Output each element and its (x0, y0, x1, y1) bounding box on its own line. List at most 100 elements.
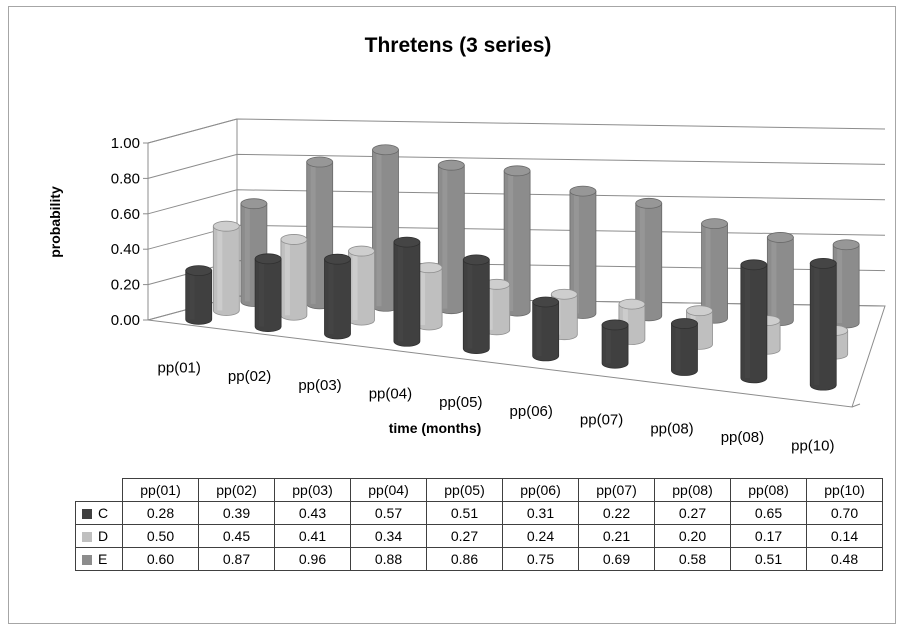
table-cell: 0.96 (274, 547, 351, 571)
table-cell: 0.51 (426, 501, 503, 525)
table-row: D 0.50 0.45 0.41 0.34 0.27 0.24 0.21 0.20 0.17 0.1… (75, 524, 883, 548)
y-tick-label: 0.60 (111, 206, 140, 223)
bar-e-6 (569, 185, 597, 319)
x-axis-label: time (months) (389, 420, 482, 436)
table-cell: 0.17 (730, 524, 807, 548)
table-cell: 0.70 (806, 501, 883, 525)
legend-label: D (98, 528, 109, 544)
chart-svg: Thretens (3 series) 0.00 0.20 0.40 0.60 0.80… (47, 34, 886, 455)
table-header-cell: pp(10) (806, 478, 883, 502)
bar-d-3 (348, 245, 375, 326)
data-table-body: pp(01) pp(02) pp(03) pp(04) pp(05) pp(06) pp(0… (75, 478, 883, 571)
table-cell: 0.20 (654, 524, 731, 548)
gridline (147, 189, 886, 215)
table-corner (75, 478, 123, 502)
table-cell: 0.65 (730, 501, 807, 525)
bar-d-5 (483, 278, 511, 336)
bar-c-7 (601, 319, 629, 369)
legend-swatch (82, 555, 92, 566)
table-cell: 0.31 (502, 501, 579, 525)
table-header-cell: pp(06) (502, 478, 579, 502)
table-cell: 0.24 (502, 524, 579, 548)
bar-c-4 (393, 236, 421, 347)
table-cell: 0.57 (350, 501, 427, 525)
table-cell: 0.41 (274, 524, 351, 548)
table-row: pp(01) pp(02) pp(03) pp(04) pp(05) pp(06) pp(0… (75, 478, 883, 502)
table-row-header: C (75, 501, 123, 525)
data-table: pp(01) pp(02) pp(03) pp(04) pp(05) pp(06) pp(0… (75, 478, 883, 571)
table-cell: 0.48 (806, 547, 883, 571)
table-header-cell: pp(02) (198, 478, 275, 502)
table-cell: 0.28 (122, 501, 199, 525)
table-header-cell: pp(08) (654, 478, 731, 502)
bar-c-5 (462, 254, 490, 354)
x-category-label: pp(02) (228, 368, 271, 385)
legend-label: C (98, 505, 109, 521)
bar-c-3 (324, 253, 351, 340)
table-row-header: E (75, 547, 123, 571)
y-tick-label: 0.00 (111, 312, 140, 329)
chart-bars (185, 144, 860, 391)
bar-e-7 (635, 197, 663, 322)
y-tick-label: 1.00 (111, 135, 140, 152)
y-tick-label: 0.20 (111, 277, 140, 294)
table-cell: 0.14 (806, 524, 883, 548)
table-row-header: D (75, 524, 123, 548)
gridline (147, 153, 886, 179)
table-cell: 0.86 (426, 547, 503, 571)
bar-c-10 (809, 258, 837, 391)
legend-label: E (98, 551, 108, 567)
table-cell: 0.21 (578, 524, 655, 548)
bar-d-1 (212, 220, 240, 316)
legend-swatch (82, 532, 92, 543)
bar-c-2 (254, 253, 282, 333)
table-cell: 0.75 (502, 547, 579, 571)
y-tick-label: 0.80 (111, 170, 140, 187)
bar-c-8 (671, 318, 698, 376)
table-cell: 0.60 (122, 547, 199, 571)
chart-title: Thretens (3 series) (365, 34, 552, 57)
table-cell: 0.34 (350, 524, 427, 548)
bar-d-2 (280, 234, 308, 321)
table-cell: 0.43 (274, 501, 351, 525)
y-axis-ticks: 0.00 0.20 0.40 0.60 0.80 1.00 (111, 135, 140, 329)
floor-thickness (851, 403, 861, 408)
table-header-cell: pp(08) (730, 478, 807, 502)
x-category-label: pp(01) (158, 359, 201, 376)
bar-e-3 (372, 144, 399, 312)
x-category-label: pp(08) (721, 429, 764, 446)
bar-c-6 (532, 296, 560, 362)
x-axis-categories: pp(01) pp(02) pp(03) pp(04) pp(05) pp(06) pp(0… (158, 359, 835, 454)
table-cell: 0.51 (730, 547, 807, 571)
table-cell: 0.58 (654, 547, 731, 571)
bar-c-9 (740, 259, 768, 384)
gridline (147, 118, 886, 144)
table-row: C 0.28 0.39 0.43 0.57 0.51 0.31 0.22 0.27 0.65 0.7… (75, 501, 883, 525)
x-category-label: pp(08) (650, 420, 693, 437)
table-row: E 0.60 0.87 0.96 0.88 0.86 0.75 0.69 0.58 0.51 0.4… (75, 547, 883, 571)
bar-c-1 (185, 265, 213, 325)
x-category-label: pp(03) (298, 377, 341, 394)
table-cell: 0.27 (426, 524, 503, 548)
bar-e-10 (832, 239, 860, 329)
bar-e-5 (503, 165, 531, 317)
x-category-label: pp(06) (510, 403, 553, 420)
table-header-cell: pp(05) (426, 478, 503, 502)
bar-e-9 (766, 232, 794, 327)
table-header-cell: pp(03) (274, 478, 351, 502)
x-category-label: pp(05) (439, 394, 482, 411)
table-cell: 0.27 (654, 501, 731, 525)
table-header-cell: pp(01) (122, 478, 199, 502)
y-tick-label: 0.40 (111, 241, 140, 258)
table-cell: 0.50 (122, 524, 199, 548)
table-cell: 0.39 (198, 501, 275, 525)
x-category-label: pp(10) (791, 438, 834, 455)
table-cell: 0.87 (198, 547, 275, 571)
table-header-cell: pp(04) (350, 478, 427, 502)
bar-e-8 (701, 218, 728, 324)
x-category-label: pp(04) (369, 385, 412, 402)
bar-d-4 (415, 262, 443, 331)
table-cell: 0.22 (578, 501, 655, 525)
legend-swatch (82, 509, 92, 520)
table-cell: 0.45 (198, 524, 275, 548)
